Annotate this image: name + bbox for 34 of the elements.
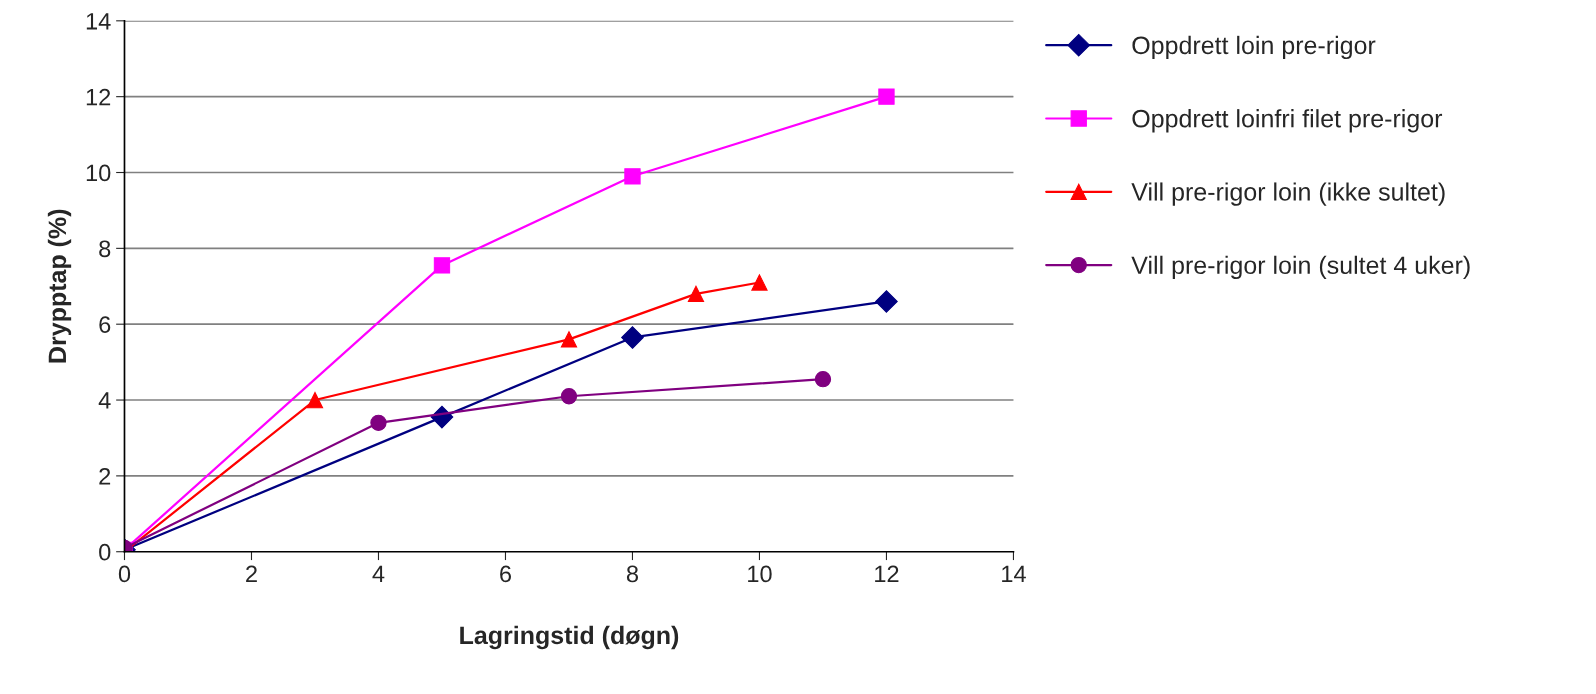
x-tick-label: 14: [1002, 565, 1026, 583]
y-tick-label: 12: [86, 88, 111, 106]
x-tick-label: 0: [118, 565, 131, 583]
legend-label: Oppdrett loin pre-rigor: [1132, 35, 1376, 60]
point: [687, 285, 705, 303]
y-tick-label: 6: [99, 316, 111, 333]
x-tick-label: 2: [246, 565, 257, 583]
x-tick-label: 8: [626, 565, 639, 583]
y-tick-label: 2: [99, 467, 111, 485]
legend-label: Vill pre-rigor loin (sultet 4 uker): [1131, 255, 1470, 280]
y-tick-label: 8: [99, 240, 111, 258]
point: [878, 88, 895, 105]
point: [370, 414, 387, 431]
x-tick-label: 4: [372, 565, 385, 583]
legend-label: Vill pre-rigor loin (ikke sultet): [1131, 182, 1445, 206]
x-tick-label: 12: [875, 565, 899, 583]
x-tick-label: 6: [500, 565, 511, 583]
point: [306, 391, 324, 409]
x-axis-title: Lagringstid (døgn): [460, 625, 679, 650]
point: [433, 257, 451, 274]
point: [751, 274, 768, 291]
point: [621, 326, 644, 349]
point: [560, 331, 578, 348]
legend-label: Oppdrett loinfri filet pre-rigor: [1132, 109, 1443, 133]
point: [560, 388, 578, 405]
point: [624, 168, 641, 185]
point: [814, 371, 832, 388]
y-tick-label: 10: [86, 164, 111, 182]
y-axis-title: Drypptap (%): [47, 209, 72, 363]
y-tick-label: 14: [86, 13, 111, 30]
x-tick-label: 10: [748, 565, 772, 583]
y-tick-label: 4: [98, 392, 111, 409]
y-tick-label: 0: [99, 543, 111, 561]
point: [875, 290, 898, 313]
